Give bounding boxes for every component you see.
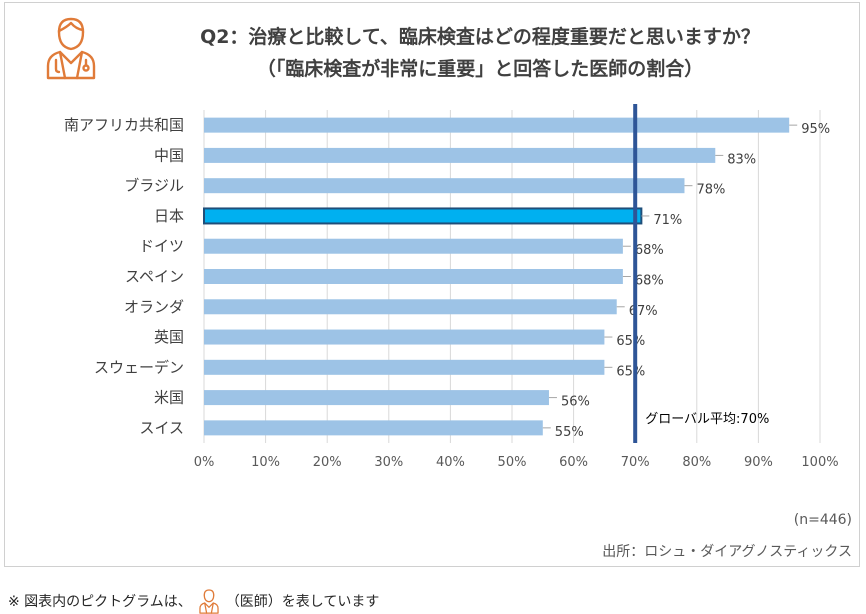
category-label: 中国 <box>154 146 184 164</box>
sample-size: (n=446) <box>793 512 852 528</box>
x-tick-label: 40% <box>436 455 465 470</box>
category-label: スペイン <box>125 268 184 286</box>
source-note: 出所：ロシュ・ダイアグノスティックス <box>602 544 852 560</box>
category-label: 日本 <box>154 207 184 225</box>
category-label: スウェーデン <box>94 358 184 376</box>
value-label: 67% <box>629 304 658 319</box>
category-label: 米国 <box>154 389 184 407</box>
bar <box>204 420 543 436</box>
bar <box>204 117 790 133</box>
x-tick-label: 20% <box>313 455 342 470</box>
category-label: オランダ <box>124 298 184 316</box>
doctor-icon <box>46 17 96 80</box>
footnote-prefix: ※ 図表内のピクトグラムは、 <box>8 594 192 610</box>
bar <box>204 147 716 163</box>
x-tick-label: 10% <box>251 455 280 470</box>
chart-title-line-2: （「臨床検査が非常に重要」と回答した医師の割合） <box>256 58 704 80</box>
bar <box>203 207 643 225</box>
average-label: グローバル平均:70% <box>645 412 769 427</box>
x-tick-label: 30% <box>374 455 403 470</box>
x-tick-label: 60% <box>559 455 588 470</box>
footnote-suffix: （医師）を表しています <box>225 594 380 610</box>
bar <box>204 269 623 284</box>
bar <box>204 359 605 375</box>
bar <box>204 329 605 345</box>
doctor-icon <box>199 589 219 614</box>
value-label: 65% <box>616 334 645 349</box>
chart-title-line-1: Q2：治療と比較して、臨床検査はどの程度重要だと思いますか？ <box>200 26 760 48</box>
x-tick-label: 0% <box>194 455 215 470</box>
category-label: 英国 <box>154 328 184 346</box>
category-label: スイス <box>139 419 184 437</box>
value-label: 68% <box>635 243 664 258</box>
bar <box>204 238 623 254</box>
footnote: ※ 図表内のピクトグラムは、 （医師）を表しています <box>8 588 379 614</box>
category-label: 南アフリカ共和国 <box>64 116 184 134</box>
x-tick-label: 90% <box>744 455 773 470</box>
value-label: 68% <box>635 274 664 289</box>
value-label: 71% <box>653 213 682 228</box>
value-label: 83% <box>727 152 756 167</box>
bar <box>204 178 685 194</box>
value-label: 55% <box>555 425 584 440</box>
value-label: 56% <box>561 395 590 410</box>
value-label: 95% <box>801 122 830 137</box>
value-label: 78% <box>696 183 725 198</box>
x-tick-label: 50% <box>498 455 527 470</box>
x-tick-label: 80% <box>682 455 711 470</box>
category-label: ブラジル <box>124 177 184 195</box>
value-label: 65% <box>616 364 645 379</box>
x-tick-label: 100% <box>801 455 838 470</box>
bar <box>204 299 617 315</box>
chart-panel <box>4 2 860 567</box>
x-tick-label: 70% <box>621 455 650 470</box>
bar <box>204 390 549 406</box>
category-label: ドイツ <box>139 237 184 255</box>
